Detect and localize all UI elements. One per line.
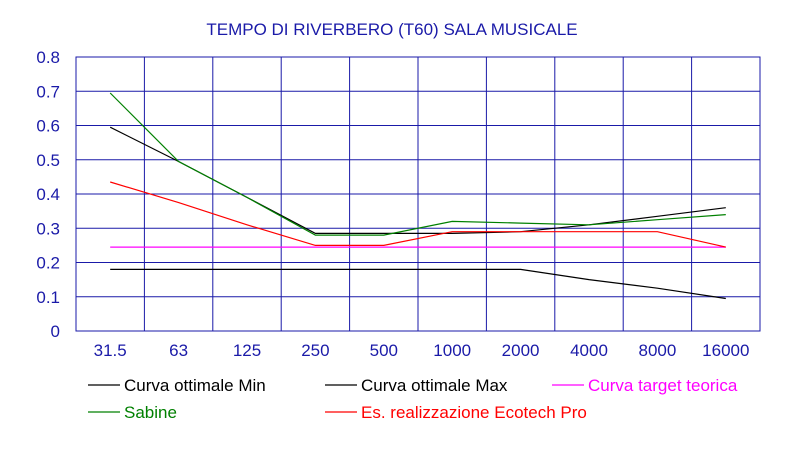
series-line-curva-ottimale-min <box>110 268 726 300</box>
y-tick-label: 0.3 <box>36 219 60 238</box>
x-tick-label: 250 <box>301 341 329 360</box>
x-axis-ticks: 31.5 63 125 250 500 1000 2000 4000 8000 16000 <box>94 341 750 360</box>
y-tick-label: 0.6 <box>36 117 60 136</box>
x-tick-label: 4000 <box>570 341 608 360</box>
series-line-sabine <box>109 92 726 236</box>
legend-item: Curva target teorica <box>552 376 738 395</box>
legend-label: Curva ottimale Min <box>124 376 266 395</box>
series-lines <box>109 92 726 300</box>
x-tick-label: 63 <box>169 341 188 360</box>
y-tick-label: 0.7 <box>36 82 60 101</box>
legend-item: Sabine <box>88 403 177 422</box>
y-tick-label: 0.8 <box>36 48 60 67</box>
y-tick-label: 0.4 <box>36 185 60 204</box>
x-tick-label: 8000 <box>638 341 676 360</box>
legend-item: Es. realizzazione Ecotech Pro <box>325 403 587 422</box>
x-tick-label: 500 <box>370 341 398 360</box>
legend-label: Curva ottimale Max <box>361 376 508 395</box>
y-tick-label: 0.5 <box>36 151 60 170</box>
y-tick-label: 0 <box>51 322 60 341</box>
x-tick-label: 1000 <box>433 341 471 360</box>
x-tick-label: 16000 <box>702 341 749 360</box>
x-tick-label: 31.5 <box>94 341 127 360</box>
legend: Curva ottimale Min Curva ottimale Max Curv… <box>88 376 738 422</box>
legend-item: Curva ottimale Min <box>88 376 266 395</box>
x-tick-label: 2000 <box>502 341 540 360</box>
chart-title: TEMPO DI RIVERBERO (T60) SALA MUSICALE <box>206 20 577 39</box>
legend-label: Curva target teorica <box>588 376 738 395</box>
legend-label: Sabine <box>124 403 177 422</box>
x-tick-label: 125 <box>233 341 261 360</box>
y-tick-label: 0.1 <box>36 288 60 307</box>
y-axis-ticks: 0 0.1 0.2 0.3 0.4 0.5 0.6 0.7 0.8 <box>36 48 60 341</box>
legend-item: Curva ottimale Max <box>325 376 508 395</box>
plot-grid <box>75 56 761 332</box>
legend-label: Es. realizzazione Ecotech Pro <box>361 403 587 422</box>
series-line-es-realizzazione-ecotech-pro <box>110 181 726 248</box>
y-tick-label: 0.2 <box>36 254 60 273</box>
